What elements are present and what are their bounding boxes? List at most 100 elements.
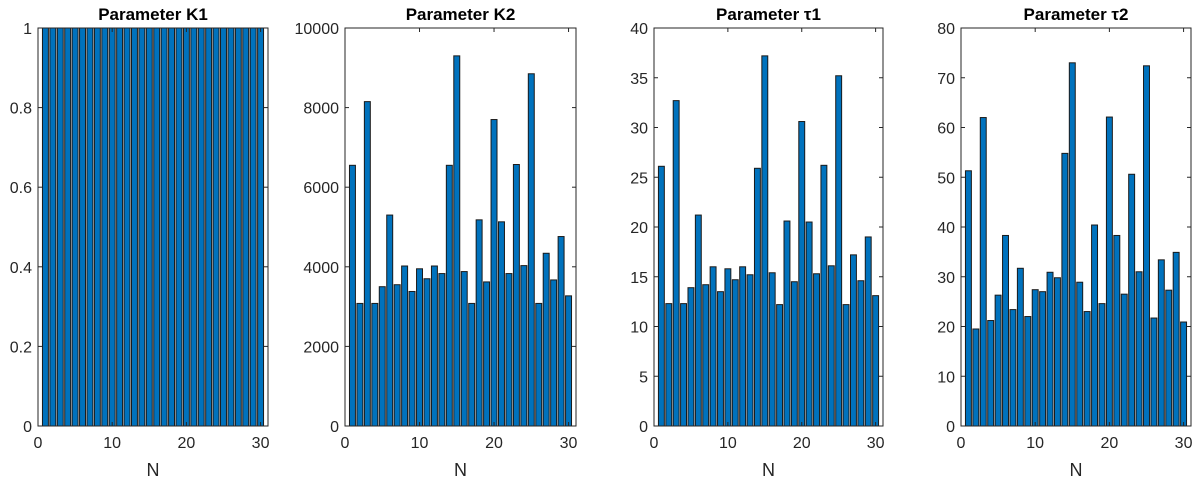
bar-25 [835,75,843,427]
bar-19 [1098,303,1106,427]
bar-13 [438,273,446,427]
bar-27 [542,252,550,427]
bar-22 [197,27,205,427]
bar-14 [445,164,453,427]
plot-frame [344,27,577,427]
bar-6 [79,27,86,427]
x-tick-label: 30 [252,435,270,452]
bar-8 [1016,267,1024,427]
bar-26 [535,302,543,427]
x-tick-label: 10 [103,435,121,452]
bar-22 [813,273,820,427]
bar-23 [205,27,213,427]
bar-29 [1172,251,1180,427]
chart-title: Parameter K2 [406,5,516,24]
x-tick-label: 0 [34,435,43,452]
bar-28 [1165,289,1173,427]
bar-23 [1128,173,1136,427]
bar-8 [401,265,409,427]
bar-13 [1053,277,1061,427]
bar-12 [1046,271,1054,427]
y-tick-label: 30 [630,121,648,138]
bar-10 [416,268,424,427]
bar-24 [520,265,528,427]
plot-frame [37,27,269,427]
y-tick-label: 40 [937,220,955,237]
bar-24 [1135,271,1143,427]
y-tick-label: 70 [937,71,955,88]
bar-16 [768,272,776,427]
y-tick-label: 8000 [303,101,339,118]
y-tick-label: 0 [946,419,955,436]
bar-17 [160,27,168,427]
y-tick-label: 4000 [303,260,339,277]
bar-27 [1157,259,1165,427]
x-tick-label: 30 [1175,435,1193,452]
bar-14 [753,167,761,427]
bar-12 [430,265,438,427]
bar-4 [64,27,72,427]
bar-27 [850,254,857,427]
y-tick-label: 30 [937,270,955,287]
bar-23 [820,164,828,427]
y-tick-label: 2000 [303,339,339,356]
bar-3 [56,27,64,427]
bar-11 [423,278,431,427]
x-axis-label: N [762,460,775,480]
bar-17 [468,302,476,427]
y-tick-label: 0.2 [10,339,32,356]
bar-9 [717,291,724,427]
bar-3 [672,100,680,427]
bar-20 [798,121,806,427]
bar-9 [1024,316,1032,427]
chart-title: Parameter τ1 [716,5,821,24]
bar-7 [702,284,710,427]
y-tick-label: 35 [630,71,648,88]
bar-19 [483,281,491,427]
bar-30 [1180,321,1188,427]
y-tick-label: 0.6 [10,180,32,197]
y-tick-label: 0 [639,419,648,436]
bar-22 [505,273,513,427]
bar-21 [805,221,813,427]
y-tick-label: 10000 [295,21,340,38]
y-tick-label: 15 [630,270,648,287]
y-tick-label: 10 [630,320,648,337]
bar-13 [746,274,754,427]
bar-10 [1031,289,1039,427]
bar-28 [242,27,250,427]
bar-5 [687,287,695,427]
bar-30 [257,27,265,427]
chart-panel-tau1: Parameter τ1 N 0 5 10 15 20 25 30 35 40 0 10 20 30 [630,5,884,480]
x-tick-label: 20 [1100,435,1118,452]
y-tick-label: 80 [937,21,955,38]
x-tick-label: 20 [485,435,503,452]
bar-4 [371,302,379,427]
bar-18 [783,220,791,427]
bar-7 [393,284,401,427]
x-tick-label: 20 [793,435,811,452]
bar-29 [864,236,872,427]
bar-28 [857,280,865,427]
bar-2 [972,328,980,427]
bar-8 [709,266,717,427]
bar-17 [776,304,784,427]
bar-15 [145,27,153,427]
bar-6 [1002,234,1009,427]
bar-19 [175,27,183,427]
bar-18 [168,27,176,427]
bar-15 [1068,62,1076,427]
x-tick-label: 0 [650,435,659,452]
bar-16 [153,27,161,427]
bar-14 [138,27,146,427]
bar-16 [460,271,468,427]
bar-2 [665,303,673,427]
y-tick-label: 1 [23,21,32,38]
bar-3 [979,117,987,427]
bar-9 [101,27,109,427]
bar-21 [1113,234,1121,427]
x-axis-label: N [454,460,467,480]
bar-1 [657,165,665,427]
bar-14 [1061,152,1069,427]
